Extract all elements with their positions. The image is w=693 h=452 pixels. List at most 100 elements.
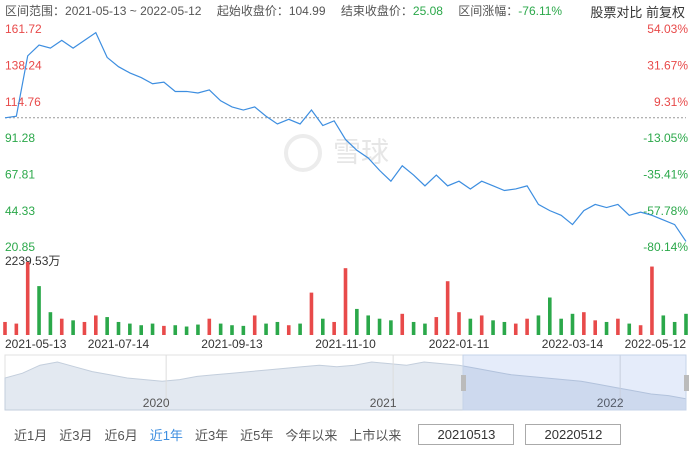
y2-tick-label: -80.14%: [643, 240, 688, 254]
navigator-handle: [684, 375, 689, 391]
volume-bar: [389, 320, 393, 335]
volume-bar: [548, 297, 552, 335]
volume-bar: [457, 312, 461, 335]
price-line: [4, 31, 687, 242]
volume-bar: [321, 318, 325, 335]
volume-bar: [184, 326, 189, 335]
volume-bar: [411, 321, 416, 335]
watermark-logo: [284, 134, 322, 172]
volume-bar: [650, 266, 654, 335]
y-tick-label: 114.76: [5, 95, 41, 109]
volume-bar: [94, 315, 98, 335]
volume-bar: [150, 323, 155, 335]
volume-bar: [59, 318, 64, 335]
x-tick-label: 2021-09-13: [201, 337, 263, 351]
y2-tick-label: -35.41%: [643, 167, 688, 181]
volume-bar: [37, 286, 41, 335]
volume-bar: [479, 315, 484, 335]
start-price: 104.99: [288, 4, 326, 18]
range-button[interactable]: 近3月: [59, 428, 93, 443]
volume-bar: [582, 312, 586, 335]
volume-bar: [173, 325, 178, 335]
volume-bar: [661, 315, 666, 335]
navigator-handle: [461, 375, 466, 391]
range-button[interactable]: 近6月: [104, 428, 138, 443]
year-label: 2022: [597, 396, 624, 410]
volume-bar: [298, 323, 302, 335]
x-tick-label: 2022-05-12: [625, 337, 687, 351]
y-tick-label: 91.28: [5, 131, 35, 145]
range-button[interactable]: 近3年: [194, 428, 229, 443]
volume-bar: [286, 325, 291, 335]
range-button[interactable]: 今年以来: [285, 428, 338, 443]
y-tick-label: 138.24: [5, 59, 42, 73]
x-tick-label: 2022-03-14: [542, 337, 604, 351]
range-button[interactable]: 近1月: [14, 428, 48, 443]
volume-bar: [377, 318, 382, 335]
y2-tick-label: 54.03%: [647, 22, 688, 36]
volume-bar: [468, 318, 473, 335]
volume-bar: [128, 323, 132, 335]
date-input[interactable]: 20220512: [525, 424, 622, 445]
y2-tick-label: -57.78%: [643, 204, 688, 218]
watermark: 雪球: [284, 134, 389, 172]
volume-bar: [604, 321, 609, 335]
volume-bar: [71, 320, 75, 335]
y-tick-label: 20.85: [5, 240, 35, 254]
volume-bar: [559, 318, 563, 335]
volume-bar: [627, 323, 632, 335]
volume-tick-label: 2239.53万: [5, 254, 60, 268]
range-button[interactable]: 近5年: [240, 428, 274, 443]
navigator-area: [4, 361, 687, 411]
range-button[interactable]: 上市以来: [349, 428, 402, 443]
volume-bar: [275, 321, 280, 335]
range: 2021-05-13 ~ 2022-05-12: [65, 4, 202, 18]
adjust-button[interactable]: 前复权: [645, 5, 685, 20]
year-label: 2020: [143, 396, 170, 410]
change: -76.11%: [518, 4, 563, 18]
start-label: 起始收盘价：: [216, 4, 289, 18]
x-tick-label: 2021-05-13: [5, 337, 67, 351]
volume-bar: [162, 325, 166, 335]
y2-tick-label: -13.05%: [643, 131, 688, 145]
volume-bar: [241, 325, 246, 335]
x-tick-label: 2021-11-10: [315, 337, 376, 351]
year-label: 2021: [370, 396, 397, 410]
volume-bar: [14, 323, 19, 335]
volume-bar: [616, 318, 620, 335]
volume-bar: [343, 268, 348, 335]
compare-button[interactable]: 股票对比: [590, 5, 643, 20]
volume-bar: [25, 262, 30, 335]
volume-bar: [230, 325, 234, 335]
volume-bar: [332, 321, 336, 335]
volume-bar: [445, 281, 450, 335]
volume-bar: [82, 321, 87, 335]
volume-bar: [570, 313, 575, 335]
volume-bar: [423, 323, 427, 335]
volume-bar: [491, 320, 495, 335]
y-tick-label: 44.33: [5, 204, 35, 218]
volume-bar: [105, 317, 109, 335]
volume-bar: [684, 313, 688, 335]
range-button[interactable]: 近1年: [149, 428, 183, 443]
navigator-selection: [462, 354, 687, 411]
controls: 近1月 近3月 近6月 近1年 近3年 近5年 今年以来 上市以来 20210513 202205…: [8, 424, 622, 445]
volume-bar: [196, 324, 200, 335]
y2-tick-label: 31.67%: [647, 59, 688, 73]
volume-bar: [502, 321, 507, 335]
range-label: 区间范围：: [5, 4, 66, 18]
x-tick-label: 2022-01-11: [429, 337, 490, 351]
volume-bar: [638, 325, 643, 335]
volume-bar: [207, 318, 212, 335]
header: 区间范围：2021-05-13 ~ 2022-05-12 起始收盘价：104.9…: [5, 2, 562, 19]
volume-bar: [525, 318, 529, 335]
date-input[interactable]: 20210513: [418, 424, 515, 445]
volume-bar: [218, 323, 223, 335]
volume-bar: [3, 321, 7, 335]
header-actions: 股票对比 前复权: [590, 2, 685, 21]
volume-bar: [513, 323, 518, 335]
end-label: 结束收盘价：: [340, 4, 413, 18]
y-tick-label: 161.72: [5, 22, 42, 36]
